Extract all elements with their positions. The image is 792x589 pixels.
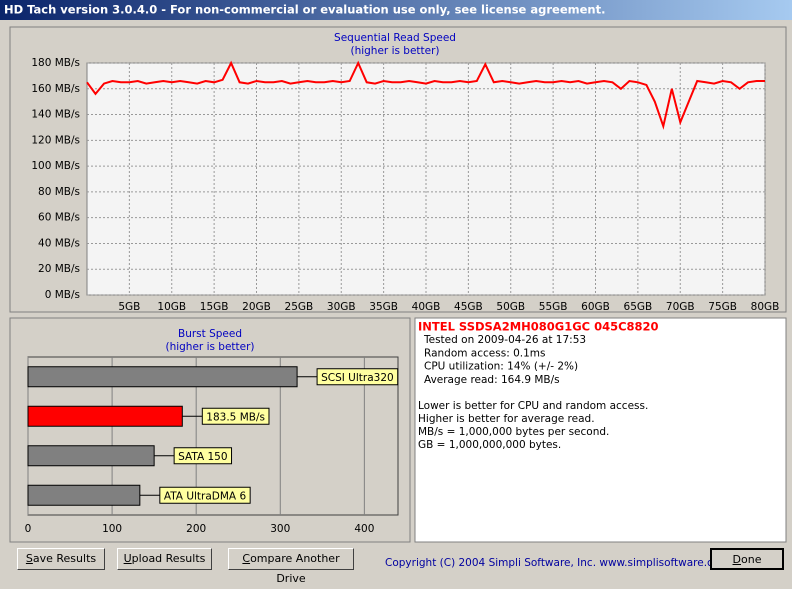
button-label: Save Results (26, 549, 96, 569)
x-tick-label: 60GB (581, 301, 610, 313)
button-label: Done (733, 550, 762, 570)
x-tick-label: 0 (25, 523, 32, 535)
drive-name: INTEL SSDSA2MH080G1GC 045C8820 (418, 320, 659, 334)
x-tick-label: 25GB (285, 301, 314, 313)
y-tick-label: 180 MB/s (31, 57, 80, 69)
x-tick-label: 40GB (412, 301, 441, 313)
bar-label: SATA 150 (178, 451, 227, 463)
y-tick-label: 20 MB/s (38, 263, 80, 275)
result-line: Average read: 164.9 MB/s (424, 374, 560, 386)
button-label: Upload Results (124, 549, 206, 569)
window-title: HD Tach version 3.0.4.0 - For non-commer… (4, 3, 605, 17)
bar-label: SCSI Ultra320 (321, 372, 394, 384)
bar-label: ATA UltraDMA 6 (164, 490, 247, 502)
y-tick-label: 40 MB/s (38, 237, 80, 249)
x-tick-label: 75GB (708, 301, 737, 313)
copyright: Copyright (C) 2004 Simpli Software, Inc.… (385, 557, 729, 569)
x-tick-label: 55GB (539, 301, 568, 313)
bar (28, 367, 297, 387)
bar (28, 406, 182, 426)
x-tick-label: 5GB (118, 301, 140, 313)
bar (28, 485, 140, 505)
y-tick-label: 60 MB/s (38, 212, 80, 224)
x-tick-label: 400 (354, 523, 374, 535)
save-button[interactable]: Save Results (17, 548, 105, 570)
x-tick-label: 35GB (369, 301, 398, 313)
x-tick-label: 80GB (751, 301, 780, 313)
chart-title: Sequential Read Speed (334, 32, 456, 44)
result-line: Random access: 0.1ms (424, 347, 545, 359)
bar (28, 446, 154, 466)
y-tick-label: 100 MB/s (31, 160, 80, 172)
x-tick-label: 15GB (200, 301, 229, 313)
upload-button[interactable]: Upload Results (117, 548, 212, 570)
result-line: Tested on 2009-04-26 at 17:53 (423, 334, 586, 346)
x-tick-label: 50GB (496, 301, 525, 313)
chart-subtitle: (higher is better) (350, 45, 439, 57)
bar-label: 183.5 MB/s (206, 411, 265, 423)
note-line: MB/s = 1,000,000 bytes per second. (418, 426, 609, 438)
result-line: CPU utilization: 14% (+/- 2%) (424, 361, 578, 373)
x-tick-label: 100 (102, 523, 122, 535)
x-tick-label: 30GB (327, 301, 356, 313)
y-tick-label: 120 MB/s (31, 134, 80, 146)
x-tick-label: 200 (186, 523, 206, 535)
button-label: Compare Another Drive (229, 549, 353, 589)
done-button[interactable]: Done (710, 548, 784, 570)
screen: HD Tach version 3.0.4.0 - For non-commer… (0, 0, 792, 570)
chart-subtitle: (higher is better) (165, 341, 254, 353)
x-tick-label: 20GB (242, 301, 271, 313)
compare-button[interactable]: Compare Another Drive (228, 548, 354, 570)
x-tick-label: 70GB (666, 301, 695, 313)
note-line: Lower is better for CPU and random acces… (418, 400, 648, 412)
y-tick-label: 0 MB/s (45, 289, 80, 301)
x-tick-label: 10GB (157, 301, 186, 313)
note-line: Higher is better for average read. (418, 413, 595, 425)
y-tick-label: 140 MB/s (31, 109, 80, 121)
window: HD Tach version 3.0.4.0 - For non-commer… (0, 0, 792, 570)
x-tick-label: 45GB (454, 301, 483, 313)
x-tick-label: 65GB (624, 301, 653, 313)
chart-title: Burst Speed (178, 328, 242, 340)
y-tick-label: 80 MB/s (38, 186, 80, 198)
note-line: GB = 1,000,000,000 bytes. (418, 439, 561, 451)
x-tick-label: 300 (270, 523, 290, 535)
y-tick-label: 160 MB/s (31, 83, 80, 95)
